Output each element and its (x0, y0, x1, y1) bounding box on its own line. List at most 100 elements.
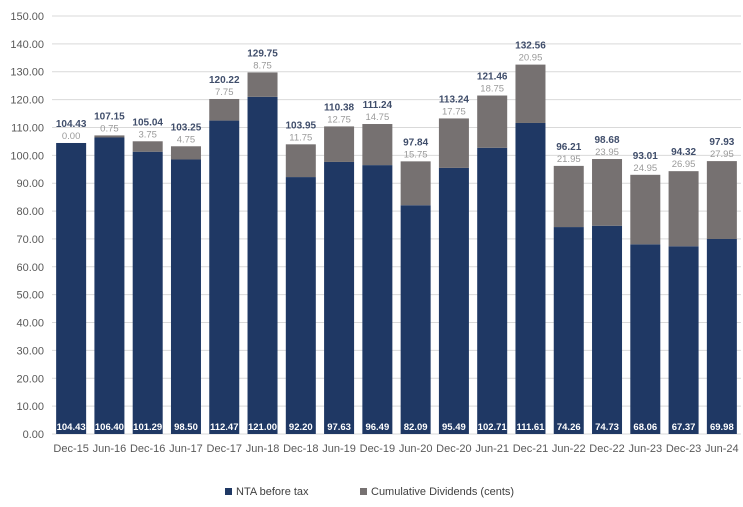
y-tick-label: 10.00 (16, 401, 44, 413)
bar-nta (668, 246, 699, 434)
total-value-label: 98.68 (595, 135, 620, 146)
nta-value-label: 102.71 (478, 422, 508, 433)
legend-label-nta: NTA before tax (236, 486, 309, 498)
bars (56, 64, 737, 435)
x-tick-label: Dec-20 (436, 443, 471, 455)
legend-swatch-nta (225, 488, 232, 495)
x-tick-label: Jun-23 (628, 443, 662, 455)
dividend-value-label: 7.75 (215, 87, 234, 98)
data-labels: 104.430.00104.43106.400.75107.15101.293.… (56, 41, 735, 433)
gridlines (52, 15, 741, 435)
bar-dividends (706, 161, 737, 239)
bar-nta (94, 137, 125, 435)
total-value-label: 103.25 (171, 122, 202, 133)
dividend-value-label: 8.75 (253, 60, 272, 71)
total-value-label: 97.93 (709, 137, 734, 148)
bar-nta (515, 122, 546, 434)
y-tick-label: 70.00 (16, 234, 44, 246)
y-axis: 0.00 10.00 20.00 30.00 40.00 50.00 60.00 70.00 8… (10, 11, 44, 441)
y-tick-label: 130.00 (10, 67, 44, 79)
dividend-value-label: 18.75 (480, 84, 504, 95)
nta-value-label: 68.06 (633, 422, 657, 433)
dividend-value-label: 20.95 (519, 53, 543, 64)
nta-value-label: 96.49 (365, 422, 389, 433)
bar-dividends (247, 72, 278, 97)
bar-nta (706, 238, 737, 434)
x-tick-label: Dec-18 (283, 443, 318, 455)
dividend-value-label: 14.75 (365, 112, 389, 123)
x-axis: Dec-15 Jun-16 Dec-16 Jun-17 Dec-17 Jun-18 Dec-… (53, 443, 738, 455)
y-tick-label: 150.00 (10, 11, 44, 23)
nta-value-label: 95.49 (442, 422, 466, 433)
dividend-value-label: 4.75 (177, 134, 196, 145)
total-value-label: 104.43 (56, 119, 87, 130)
total-value-label: 113.24 (439, 94, 469, 105)
nta-value-label: 74.73 (595, 422, 619, 433)
bar-dividends (515, 64, 546, 123)
nta-value-label: 106.40 (95, 422, 124, 433)
bar-nta (132, 151, 163, 435)
y-tick-label: 20.00 (16, 373, 44, 385)
x-tick-label: Dec-22 (589, 443, 624, 455)
x-tick-label: Dec-21 (513, 443, 548, 455)
total-value-label: 132.56 (515, 41, 546, 52)
total-value-label: 93.01 (633, 151, 658, 162)
bar-dividends (477, 95, 508, 148)
x-tick-label: Dec-19 (360, 443, 395, 455)
nta-value-label: 104.43 (57, 422, 86, 433)
total-value-label: 97.84 (403, 137, 428, 148)
x-tick-label: Dec-16 (130, 443, 165, 455)
nta-value-label: 121.00 (248, 422, 277, 433)
bar-dividends (209, 98, 240, 121)
bar-nta (630, 244, 661, 434)
y-tick-label: 110.00 (11, 122, 44, 134)
total-value-label: 94.32 (671, 147, 696, 158)
legend: NTA before tax Cumulative Dividends (cen… (225, 486, 514, 498)
x-tick-label: Jun-22 (552, 443, 586, 455)
bar-dividends (170, 146, 201, 160)
bar-dividends (324, 126, 355, 162)
total-value-label: 105.04 (132, 117, 163, 128)
x-tick-label: Dec-23 (666, 443, 701, 455)
y-tick-label: 80.00 (16, 206, 44, 218)
bar-nta (247, 96, 278, 435)
bar-nta (553, 227, 584, 434)
nta-value-label: 98.50 (174, 422, 198, 433)
x-tick-label: Jun-18 (246, 443, 280, 455)
y-tick-label: 120.00 (10, 95, 44, 107)
nta-value-label: 69.98 (710, 422, 734, 433)
bar-nta (592, 225, 623, 434)
x-tick-label: Jun-16 (93, 443, 127, 455)
bar-dividends (553, 165, 584, 228)
dividend-value-label: 21.95 (557, 154, 581, 165)
bar-dividends (630, 174, 661, 245)
x-tick-label: Dec-15 (53, 443, 88, 455)
dividend-value-label: 12.75 (327, 114, 351, 125)
bar-dividends (668, 171, 699, 247)
dividend-value-label: 26.95 (672, 159, 696, 170)
bar-dividends (362, 124, 393, 166)
bar-dividends (94, 135, 125, 138)
nta-value-label: 111.61 (516, 422, 545, 433)
bar-dividends (400, 161, 431, 206)
dividend-value-label: 24.95 (633, 163, 657, 174)
x-tick-label: Jun-19 (322, 443, 356, 455)
nta-value-label: 112.47 (210, 422, 239, 433)
total-value-label: 96.21 (556, 142, 581, 153)
bar-nta (477, 147, 508, 434)
total-value-label: 110.38 (324, 102, 354, 113)
nta-value-label: 92.20 (289, 422, 313, 433)
total-value-label: 107.15 (94, 111, 125, 122)
bar-nta (400, 205, 431, 434)
nta-value-label: 101.29 (133, 422, 162, 433)
legend-swatch-dividends (360, 488, 367, 495)
total-value-label: 103.95 (286, 120, 317, 131)
bar-nta (170, 159, 201, 434)
dividend-value-label: 0.00 (62, 131, 81, 142)
y-tick-label: 140.00 (10, 39, 44, 51)
dividend-value-label: 0.75 (100, 123, 119, 134)
x-tick-label: Jun-17 (169, 443, 203, 455)
dividend-value-label: 17.75 (442, 106, 466, 117)
y-tick-label: 50.00 (16, 290, 44, 302)
nta-value-label: 67.37 (672, 422, 696, 433)
